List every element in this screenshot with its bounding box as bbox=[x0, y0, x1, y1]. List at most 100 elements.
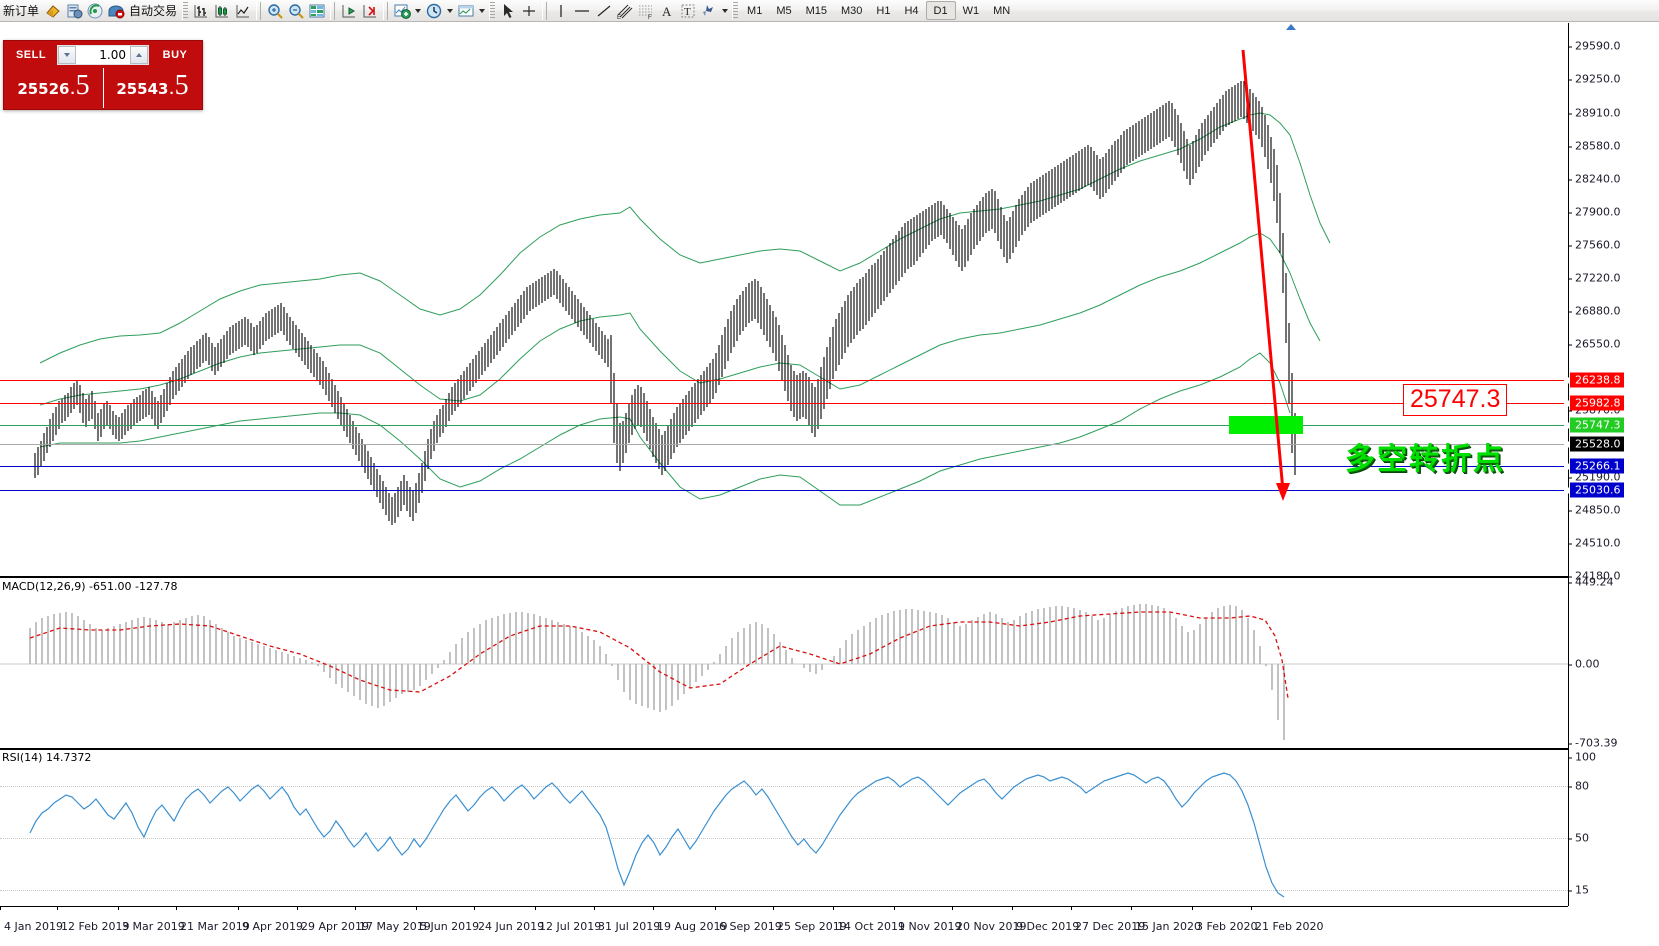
support-line-25747[interactable] bbox=[0, 425, 1568, 426]
chevron-down-icon[interactable] bbox=[719, 1, 730, 21]
autotrading-icon[interactable] bbox=[105, 1, 126, 21]
period-icon[interactable] bbox=[423, 1, 444, 21]
buy-button[interactable]: BUY bbox=[162, 49, 188, 61]
chevron-down-icon[interactable] bbox=[412, 1, 423, 21]
macd-axis-tick: 0.00 bbox=[1569, 658, 1600, 671]
price-badge-target[interactable]: 25747.3 bbox=[1564, 417, 1624, 433]
sell-button[interactable]: SELL bbox=[15, 49, 47, 61]
macd-axis-tick: 449.24 bbox=[1569, 576, 1614, 589]
rsi-grid-80 bbox=[0, 786, 1568, 787]
axis-tick: 29250.0 bbox=[1569, 73, 1621, 86]
timeframe-m5[interactable]: M5 bbox=[776, 4, 792, 17]
current-price-line-25528[interactable] bbox=[0, 444, 1568, 445]
date-label: 20 Nov 2019 bbox=[951, 906, 1027, 933]
new-order-button[interactable]: 新订单 bbox=[3, 4, 40, 18]
templates-icon[interactable] bbox=[455, 1, 476, 21]
text-label-icon[interactable]: T bbox=[677, 1, 698, 21]
volume-input[interactable]: 1.00 bbox=[57, 45, 149, 65]
price-badge-resistance-1[interactable]: 26238.8 bbox=[1564, 372, 1624, 388]
add-indicator-icon[interactable] bbox=[391, 1, 412, 21]
line-chart-icon[interactable] bbox=[232, 1, 253, 21]
date-label: 31 Jul 2019 bbox=[593, 906, 661, 933]
timeframe-m30[interactable]: M30 bbox=[841, 4, 863, 17]
price-badge-current[interactable]: 25528.0 bbox=[1564, 436, 1624, 452]
resistance-line-26238[interactable] bbox=[0, 380, 1568, 381]
buy-price-integer: 25543 bbox=[116, 80, 169, 98]
zoom-out-icon[interactable] bbox=[285, 1, 306, 21]
time-axis[interactable]: 4 Jan 2019 12 Feb 2019 3 Mar 2019 21 Mar… bbox=[0, 906, 1568, 946]
chart-autoscroll-icon[interactable] bbox=[359, 1, 380, 21]
date-label: 15 Jan 2020 bbox=[1131, 906, 1201, 933]
timeframe-w1[interactable]: W1 bbox=[962, 4, 980, 17]
timeframe-h4[interactable]: H4 bbox=[904, 4, 919, 17]
macd-pane[interactable]: MACD(12,26,9) -651.00 -127.78 bbox=[0, 580, 1568, 748]
chart-shift-icon[interactable] bbox=[338, 1, 359, 21]
timeframe-h1[interactable]: H1 bbox=[876, 4, 891, 17]
data-window-icon[interactable] bbox=[306, 1, 327, 21]
axis-tick: 24510.0 bbox=[1569, 537, 1621, 550]
chart-scroll-marker[interactable] bbox=[1286, 24, 1296, 30]
timeframe-mn[interactable]: MN bbox=[993, 4, 1011, 17]
sell-price-separator: . bbox=[70, 81, 75, 98]
main-toolbar: 新订单 自动交易 bbox=[0, 0, 1659, 22]
fibonacci-icon[interactable]: F bbox=[635, 1, 656, 21]
price-badge-support-1[interactable]: 25266.1 bbox=[1564, 458, 1624, 474]
bar-chart-icon[interactable] bbox=[190, 1, 211, 21]
resistance-line-25982[interactable] bbox=[0, 403, 1568, 404]
timeframe-d1[interactable]: D1 bbox=[925, 1, 956, 20]
price-chart-pane[interactable] bbox=[0, 23, 1568, 578]
sell-price[interactable]: 25526 . 5 bbox=[4, 66, 103, 109]
trade-prices-row: 25526 . 5 25543 . 5 bbox=[4, 66, 202, 109]
toolbar-separator bbox=[330, 1, 336, 20]
zoom-in-icon[interactable] bbox=[264, 1, 285, 21]
date-label: 17 May 2019 bbox=[355, 906, 431, 933]
buy-price[interactable]: 25543 . 5 bbox=[103, 66, 202, 109]
text-icon[interactable]: A bbox=[656, 1, 677, 21]
badge-anchor-square bbox=[1564, 422, 1570, 428]
rsi-pane[interactable]: RSI(14) 14.7372 bbox=[0, 751, 1568, 906]
candlestick-chart-icon[interactable] bbox=[211, 1, 232, 21]
price-axis[interactable]: 29590.0 29250.0 28910.0 28580.0 28240.0 … bbox=[1564, 23, 1659, 906]
svg-text:T: T bbox=[684, 6, 691, 18]
volume-decrease-icon[interactable] bbox=[58, 46, 76, 64]
timeframe-m1[interactable]: M1 bbox=[747, 4, 763, 17]
toolbar-grip[interactable] bbox=[489, 1, 496, 20]
cursor-icon[interactable] bbox=[497, 1, 518, 21]
market-book-icon[interactable] bbox=[63, 1, 84, 21]
signals-icon[interactable] bbox=[84, 1, 105, 21]
date-label: 21 Feb 2020 bbox=[1250, 906, 1324, 933]
shapes-icon[interactable] bbox=[698, 1, 719, 21]
toolbar-grip[interactable] bbox=[732, 1, 739, 20]
date-label: 25 Sep 2019 bbox=[773, 906, 847, 933]
autotrading-button[interactable]: 自动交易 bbox=[129, 4, 178, 18]
trendline-icon[interactable] bbox=[593, 1, 614, 21]
vertical-line-icon[interactable] bbox=[550, 1, 571, 21]
volume-increase-icon[interactable] bbox=[130, 46, 148, 64]
date-label: 24 Jun 2019 bbox=[473, 906, 545, 933]
price-badge-support-2[interactable]: 25030.6 bbox=[1564, 482, 1624, 498]
support-line-25030[interactable] bbox=[0, 490, 1568, 491]
downtrend-arrow[interactable] bbox=[0, 23, 1568, 578]
horizontal-line-icon[interactable] bbox=[571, 1, 593, 21]
axis-tick: 26880.0 bbox=[1569, 305, 1621, 318]
date-label: 3 Feb 2020 bbox=[1191, 906, 1258, 933]
crosshair-icon[interactable] bbox=[518, 1, 539, 21]
axis-tick: 27900.0 bbox=[1569, 206, 1621, 219]
toolbar-grip[interactable] bbox=[182, 1, 189, 20]
chevron-down-icon[interactable] bbox=[444, 1, 455, 21]
support-line-25266[interactable] bbox=[0, 466, 1568, 467]
equidistant-channel-icon[interactable]: E bbox=[614, 1, 635, 21]
date-label: 21 Mar 2019 bbox=[176, 906, 250, 933]
price-badge-resistance-2[interactable]: 25982.8 bbox=[1564, 395, 1624, 411]
green-zone-marker[interactable] bbox=[1229, 416, 1303, 434]
volume-value[interactable]: 1.00 bbox=[99, 48, 126, 62]
chinese-annotation-label[interactable]: 多空转折点 bbox=[1345, 442, 1505, 477]
one-click-trading-panel[interactable]: SELL 1.00 BUY 25526 . 5 25543 . 5 bbox=[3, 40, 203, 110]
timeframe-m15[interactable]: M15 bbox=[805, 4, 827, 17]
expert-advisor-icon[interactable] bbox=[42, 1, 63, 21]
axis-tick: 28580.0 bbox=[1569, 140, 1621, 153]
target-price-label[interactable]: 25747.3 bbox=[1403, 384, 1508, 416]
chevron-down-icon[interactable] bbox=[476, 1, 487, 21]
trade-controls-row: SELL 1.00 BUY bbox=[4, 41, 202, 66]
buy-price-separator: . bbox=[169, 81, 174, 98]
